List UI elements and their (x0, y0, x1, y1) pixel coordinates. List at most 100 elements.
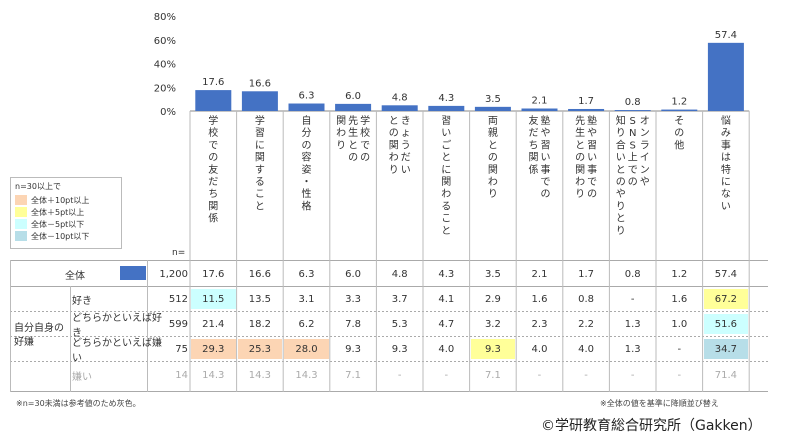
n-cell: 512 (168, 293, 188, 305)
row-label: 嫌い (72, 371, 92, 383)
category-label-char: わ (336, 127, 346, 139)
value-cell: 25.3 (237, 339, 283, 359)
category-label-char: だ (401, 152, 411, 164)
category-label-char: の (674, 128, 684, 139)
category-label-char: い (721, 201, 731, 212)
category-label-char: や (587, 127, 597, 139)
legend-item: 全体－5pt以下 (15, 218, 117, 230)
category-label-char: 親 (488, 126, 498, 139)
value-cell: 4.0 (531, 343, 548, 355)
category-label-char: う (401, 139, 411, 151)
category-label-char: 学 (360, 114, 370, 127)
category-label-char: 習 (441, 115, 451, 127)
data-label: 0.8 (625, 97, 641, 108)
table-row: どちらかといえば嫌い 75 29.3 25.3 28.0 9.3 9.3 4.0 9.3 4.0 4… (10, 337, 768, 364)
category-label-char: 係 (529, 164, 539, 176)
category-label-char: 習 (541, 139, 551, 151)
bar (521, 108, 558, 111)
category-label-char: ン (640, 128, 650, 139)
y-tick-label: 0% (160, 107, 176, 118)
category-label-char: と (575, 139, 585, 151)
category-label-char: の (348, 153, 358, 164)
category-label-char: だ (208, 176, 218, 188)
category-label-char: 係 (208, 213, 218, 225)
value-cell: 4.0 (578, 343, 595, 355)
value-cell: 0.8 (624, 268, 641, 280)
value-cell: 7.8 (345, 318, 362, 330)
bar (568, 108, 605, 111)
category-label-char: 生 (575, 126, 585, 139)
value-cell: 4.3 (438, 268, 455, 280)
value-cell: 13.5 (248, 293, 272, 305)
value-cell: 2.2 (578, 318, 595, 330)
category-label-char: り (616, 225, 626, 237)
value-cell: - (444, 369, 449, 381)
category-label-char: 合 (616, 138, 626, 151)
value-cell: 29.3 (191, 339, 236, 359)
category-label-char: 習 (255, 127, 265, 139)
category-label-char: で (541, 177, 551, 188)
category-label-char: 先 (348, 115, 358, 127)
category-label-char: の (360, 153, 370, 164)
n-cell: 75 (175, 343, 188, 355)
value-cell: 14.3 (248, 369, 272, 381)
data-label: 2.1 (532, 96, 548, 107)
category-label-char: は (721, 152, 731, 164)
category-label-char: 上 (628, 152, 638, 164)
category-label-char: い (441, 128, 451, 139)
value-cell: 3.5 (484, 268, 501, 280)
group-label: 自分自身の好嫌 (14, 323, 64, 348)
row-label: どちらかといえば嫌い (72, 338, 162, 364)
category-label-char: と (616, 213, 626, 225)
category-label-char: 知 (616, 114, 626, 127)
category-label-char: 生 (348, 126, 358, 139)
category-label-char: で (360, 140, 370, 151)
legend-swatch (15, 219, 27, 229)
category-label-char: に (721, 176, 731, 188)
value-cell: - (630, 293, 635, 305)
category-label-char: 塾 (541, 114, 551, 127)
value-cell: 1.6 (531, 293, 548, 305)
row-label: 全体 (65, 270, 85, 282)
table-row-total: 全体 1,200 17.6 16.6 6.3 6.0 4.8 4.3 3.5 2.1 1.7 0.8 1… (10, 262, 768, 286)
legend-label: 全体＋10pt以上 (31, 195, 90, 205)
legend-label: 全体－10pt以下 (31, 231, 90, 241)
category-label-char: い (541, 153, 551, 164)
category-label-char: り (389, 164, 399, 176)
bar (428, 105, 465, 111)
category-label-char: の (302, 140, 312, 151)
category-label-char: ち (529, 139, 539, 151)
note-left: ※n=30未満は参考値のため灰色。 (16, 399, 141, 408)
value-cell: 16.6 (248, 268, 272, 280)
n-cell: 599 (168, 318, 188, 330)
category-label-char: の (488, 153, 498, 164)
category-label-char: き (401, 115, 411, 127)
category-label-char: 他 (674, 138, 684, 151)
total-swatch (120, 266, 146, 280)
bar-chart: 80% 60% 40% 20% 0% 17.6 16.6 6.3 6.0 4.8 4.3 3.5 2.1… (154, 12, 750, 260)
value-cell: 9.3 (470, 339, 516, 359)
value-cell: 17.6 (202, 268, 225, 280)
category-label-char: い (587, 153, 597, 164)
value-cell: 4.8 (391, 268, 408, 280)
bar (381, 105, 418, 111)
category-label-char: り (488, 188, 498, 200)
bar (241, 91, 278, 111)
value-cell: 1.3 (624, 343, 641, 355)
value-cell: 18.2 (248, 318, 272, 330)
category-label-char: イ (640, 153, 650, 164)
bar (661, 109, 698, 111)
category-label-char: と (389, 115, 399, 127)
legend-label: 全体－5pt以下 (31, 219, 85, 229)
category-label-char: N (629, 128, 636, 139)
bar (195, 90, 232, 111)
bar (614, 110, 651, 111)
n-cell: 1,200 (159, 268, 188, 280)
category-label-char: す (255, 164, 265, 176)
category-label-char: ・ (302, 177, 312, 188)
value-cell: 4.7 (438, 318, 455, 330)
category-label-char: に (441, 164, 451, 176)
category-label-char: こ (441, 214, 451, 225)
category-label-char: 関 (389, 139, 399, 151)
value-cell: 51.6 (703, 314, 749, 334)
